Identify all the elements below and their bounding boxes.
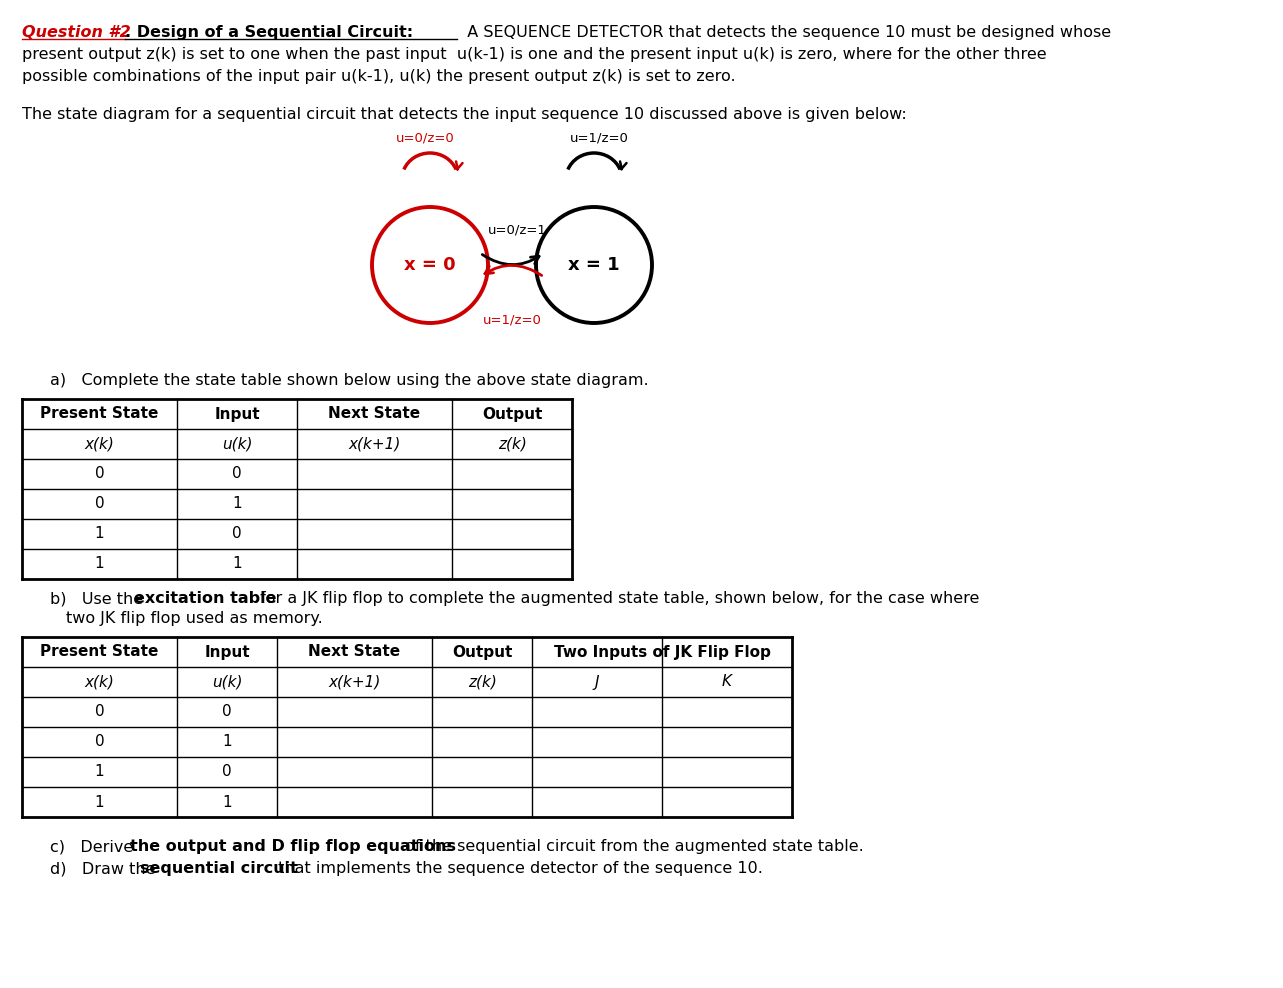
Text: 1: 1 [95, 527, 104, 541]
Text: Next State: Next State [308, 644, 400, 660]
Text: . Design of a Sequential Circuit:: . Design of a Sequential Circuit: [124, 25, 413, 40]
Text: Two Inputs of JK Flip Flop: Two Inputs of JK Flip Flop [553, 644, 770, 660]
Text: x(k+1): x(k+1) [348, 437, 400, 452]
Text: 1: 1 [222, 794, 232, 809]
Text: u(k): u(k) [222, 437, 253, 452]
Text: 0: 0 [232, 466, 241, 481]
Text: Output: Output [482, 406, 543, 422]
Text: 1: 1 [222, 734, 232, 750]
Text: 1: 1 [95, 556, 104, 571]
Text: K: K [722, 675, 733, 690]
Text: b)   Use the: b) Use the [50, 591, 149, 606]
Text: c)   Derive: c) Derive [50, 839, 139, 854]
Text: J: J [595, 675, 599, 690]
Text: u=0/z=1: u=0/z=1 [488, 223, 547, 236]
Text: x = 1: x = 1 [568, 256, 620, 274]
Text: 0: 0 [95, 466, 104, 481]
Text: of the sequential circuit from the augmented state table.: of the sequential circuit from the augme… [400, 839, 863, 854]
Text: 1: 1 [95, 794, 104, 809]
Text: possible combinations of the input pair u(k-1), u(k) the present output z(k) is : possible combinations of the input pair … [22, 69, 735, 84]
Text: a)   Complete the state table shown below using the above state diagram.: a) Complete the state table shown below … [50, 373, 649, 388]
Text: A SEQUENCE DETECTOR that detects the sequence 10 must be designed whose: A SEQUENCE DETECTOR that detects the seq… [457, 25, 1111, 40]
Text: 0: 0 [222, 704, 232, 719]
Text: x(k+1): x(k+1) [328, 675, 381, 690]
Text: Output: Output [452, 644, 512, 660]
Text: 0: 0 [95, 497, 104, 512]
Text: Present State: Present State [40, 644, 159, 660]
Text: Question #2: Question #2 [22, 25, 131, 40]
Text: 1: 1 [232, 497, 241, 512]
Text: x(k): x(k) [85, 437, 114, 452]
Text: 0: 0 [232, 527, 241, 541]
Text: for a JK flip flop to complete the augmented state table, shown below, for the c: for a JK flip flop to complete the augme… [255, 591, 979, 606]
Text: two JK flip flop used as memory.: two JK flip flop used as memory. [65, 611, 323, 626]
Text: The state diagram for a sequential circuit that detects the input sequence 10 di: The state diagram for a sequential circu… [22, 107, 907, 122]
Text: sequential circuit: sequential circuit [140, 861, 298, 876]
Text: u(k): u(k) [212, 675, 242, 690]
Text: 0: 0 [222, 765, 232, 780]
Text: u=0/z=0: u=0/z=0 [395, 132, 454, 145]
Text: Present State: Present State [40, 406, 159, 422]
Text: that implements the sequence detector of the sequence 10.: that implements the sequence detector of… [273, 861, 763, 876]
Text: u=1/z=0: u=1/z=0 [570, 132, 629, 145]
Text: the output and D flip flop equations: the output and D flip flop equations [130, 839, 455, 854]
Text: 1: 1 [95, 765, 104, 780]
Text: x(k): x(k) [85, 675, 114, 690]
Text: present output z(k) is set to one when the past input  u(k-1) is one and the pre: present output z(k) is set to one when t… [22, 47, 1047, 62]
Text: Input: Input [204, 644, 250, 660]
Text: excitation table: excitation table [133, 591, 277, 606]
Text: u=1/z=0: u=1/z=0 [482, 313, 541, 326]
Text: z(k): z(k) [498, 437, 526, 452]
Text: x = 0: x = 0 [404, 256, 455, 274]
Text: z(k): z(k) [467, 675, 497, 690]
Text: 0: 0 [95, 734, 104, 750]
Text: Next State: Next State [328, 406, 421, 422]
Text: Input: Input [214, 406, 260, 422]
Text: 0: 0 [95, 704, 104, 719]
Text: d)   Draw the: d) Draw the [50, 861, 160, 876]
Text: 1: 1 [232, 556, 241, 571]
